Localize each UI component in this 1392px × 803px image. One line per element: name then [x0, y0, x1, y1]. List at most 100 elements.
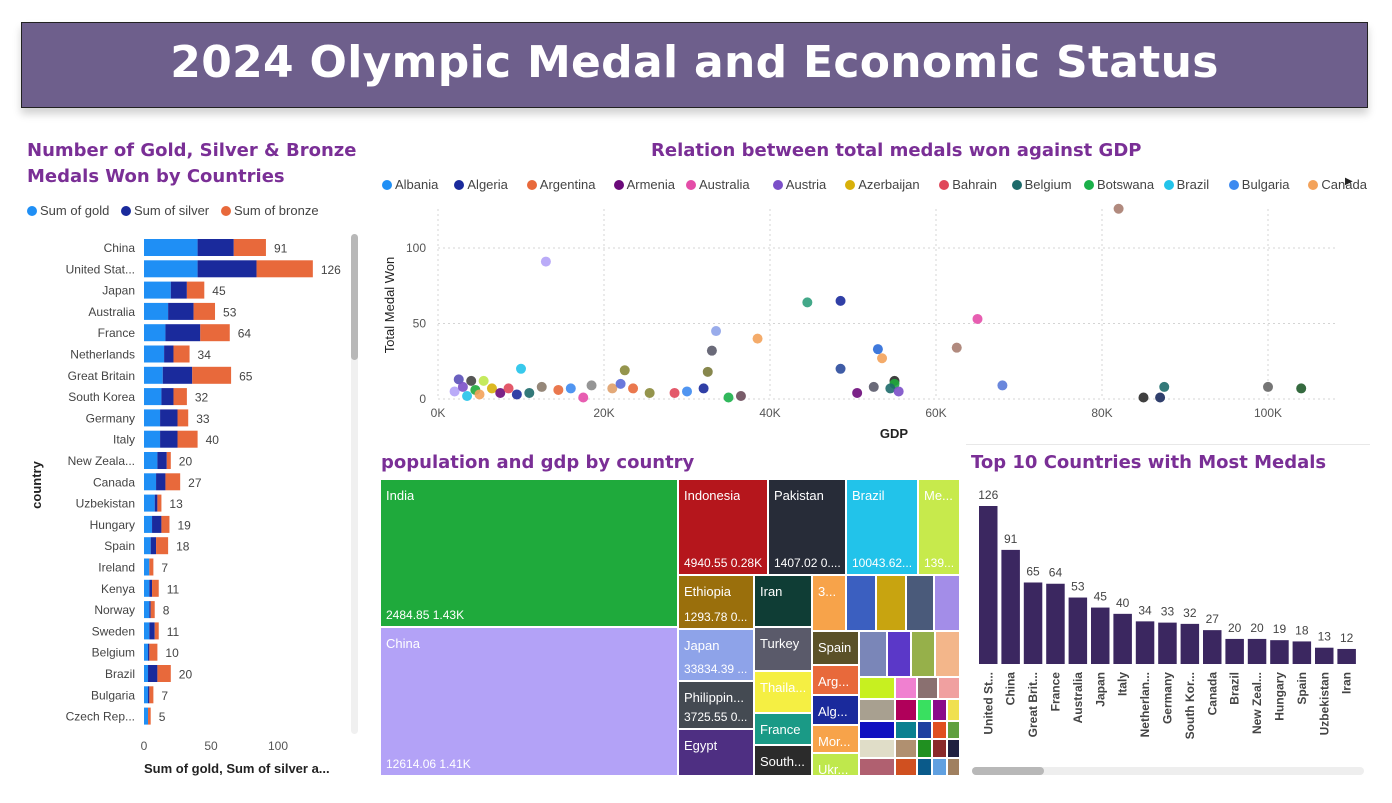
legend-item-botswana[interactable]: Botswana [1084, 177, 1154, 192]
scatter-point[interactable] [1159, 381, 1170, 392]
legend-item-sum-of-bronze[interactable]: Sum of bronze [221, 203, 319, 218]
treemap-cell-japan[interactable]: Japan 33834.39 ... [678, 629, 754, 681]
scatter-point[interactable] [628, 383, 639, 394]
bar-sum-of-gold[interactable] [144, 579, 150, 597]
bar-sum-of-gold[interactable] [144, 366, 163, 384]
scatter-point[interactable] [1263, 381, 1273, 392]
treemap-cell[interactable] [895, 758, 917, 776]
bar-sum-of-silver[interactable] [148, 643, 150, 661]
scatter-point[interactable] [516, 363, 526, 374]
treemap-cell[interactable] [947, 699, 960, 721]
bar-sum-of-gold[interactable] [144, 707, 149, 725]
bar-sum-of-bronze[interactable] [148, 707, 151, 725]
scatter-point[interactable] [735, 390, 746, 401]
bar-sum-of-silver[interactable] [149, 579, 153, 597]
bar-sum-of-silver[interactable] [165, 324, 201, 342]
scatter-point[interactable] [586, 380, 597, 391]
treemap-cell-spain[interactable]: Spain [812, 631, 859, 665]
legend-item-algeria[interactable]: Algeria [454, 177, 508, 192]
treemap-cell-philippin[interactable]: Philippin... 3725.55 0... [678, 681, 754, 729]
legend-item-bulgaria[interactable]: Bulgaria [1228, 177, 1290, 192]
bar-sum-of-silver[interactable] [197, 260, 257, 278]
treemap-cell-ukr[interactable]: Ukr... [812, 753, 859, 776]
bar-sum-of-silver[interactable] [149, 622, 155, 640]
bar-sum-of-gold[interactable] [144, 665, 149, 682]
bar-sum-of-bronze[interactable] [173, 345, 190, 363]
bar-sum-of-gold[interactable] [144, 622, 150, 640]
bar-sum-of-gold[interactable] [144, 686, 149, 704]
scatter-point[interactable] [474, 389, 485, 400]
scatter-point[interactable] [524, 387, 535, 398]
legend-item-armenia[interactable]: Armenia [613, 177, 675, 192]
column-bar[interactable] [1023, 582, 1043, 664]
bar-sum-of-silver[interactable] [148, 665, 158, 682]
scatter-point[interactable] [951, 342, 962, 353]
top10-chart-scrollbar-thumb[interactable] [972, 767, 1044, 775]
scatter-point[interactable] [1155, 392, 1166, 403]
scatter-point[interactable] [565, 383, 576, 394]
scatter-point[interactable] [578, 392, 589, 403]
legend-item-sum-of-silver[interactable]: Sum of silver [121, 203, 209, 218]
scatter-point[interactable] [852, 387, 863, 398]
bar-sum-of-bronze[interactable] [149, 686, 154, 704]
scatter-point[interactable] [702, 366, 713, 377]
bar-sum-of-gold[interactable] [144, 558, 150, 576]
treemap-cell[interactable] [932, 739, 947, 758]
treemap-cell-south[interactable]: South... [754, 745, 812, 776]
treemap-cell[interactable] [947, 758, 960, 776]
treemap-cell-arg[interactable]: Arg... [812, 665, 859, 695]
bar-sum-of-silver[interactable] [150, 537, 157, 555]
bar-sum-of-silver[interactable] [161, 388, 174, 406]
column-bar[interactable] [1225, 638, 1244, 664]
bar-sum-of-gold[interactable] [144, 324, 166, 342]
treemap-cell[interactable] [932, 699, 947, 721]
treemap-cell-alg[interactable]: Alg... [812, 695, 859, 725]
legend-item-sum-of-gold[interactable]: Sum of gold [27, 203, 109, 218]
bar-sum-of-silver[interactable] [156, 473, 166, 491]
bar-sum-of-gold[interactable] [144, 260, 198, 278]
column-bar[interactable] [1068, 597, 1088, 664]
legend-item-argentina[interactable]: Argentina [526, 177, 595, 192]
legend-item-albania[interactable]: Albania [382, 177, 438, 192]
scatter-point[interactable] [495, 387, 506, 398]
column-bar[interactable] [1135, 621, 1155, 664]
bar-sum-of-silver[interactable] [160, 430, 178, 448]
bar-sum-of-bronze[interactable] [177, 409, 189, 427]
column-bar[interactable] [979, 506, 998, 664]
scatter-point[interactable] [478, 375, 489, 386]
legend-item-azerbaijan[interactable]: Azerbaijan [845, 177, 920, 192]
scatter-point[interactable] [752, 333, 763, 344]
bar-sum-of-bronze[interactable] [156, 537, 169, 555]
treemap-cell[interactable] [876, 575, 906, 631]
bar-sum-of-bronze[interactable] [233, 239, 266, 256]
bar-sum-of-gold[interactable] [144, 302, 169, 320]
treemap-cell-china[interactable]: China 12614.06 1.41K [380, 627, 678, 776]
scatter-point[interactable] [835, 363, 846, 374]
bar-sum-of-bronze[interactable] [256, 260, 313, 278]
column-bar[interactable] [1292, 641, 1312, 664]
legend-item-australia[interactable]: Australia [686, 177, 750, 192]
legend-item-austria[interactable]: Austria [772, 177, 826, 192]
bar-sum-of-gold[interactable] [144, 409, 161, 427]
treemap-cell[interactable] [859, 677, 895, 699]
column-bar[interactable] [1180, 623, 1200, 664]
treemap-cell[interactable] [859, 758, 895, 776]
bar-sum-of-silver[interactable] [157, 452, 167, 469]
treemap-cell-3[interactable]: 3... [812, 575, 846, 631]
bar-sum-of-gold[interactable] [144, 430, 161, 448]
treemap-cell-indonesia[interactable]: Indonesia 4940.55 0.28K [678, 479, 768, 575]
scatter-point[interactable] [723, 392, 734, 403]
top10-column-chart[interactable]: 126 United St... 91 China 65 Great Brit... 64 F… [968, 478, 1368, 763]
scatter-point[interactable] [615, 378, 626, 389]
scatter-point[interactable] [462, 390, 473, 401]
bar-sum-of-gold[interactable] [144, 473, 157, 491]
treemap-cell[interactable] [917, 739, 932, 758]
column-bar[interactable] [1091, 607, 1110, 664]
scatter-point[interactable] [453, 374, 464, 385]
bar-sum-of-gold[interactable] [144, 281, 171, 299]
bar-sum-of-bronze[interactable] [192, 366, 232, 384]
scatter-point[interactable] [682, 386, 692, 397]
bar-sum-of-bronze[interactable] [166, 452, 171, 469]
bar-sum-of-silver[interactable] [170, 281, 187, 299]
scatter-point[interactable] [868, 381, 879, 392]
